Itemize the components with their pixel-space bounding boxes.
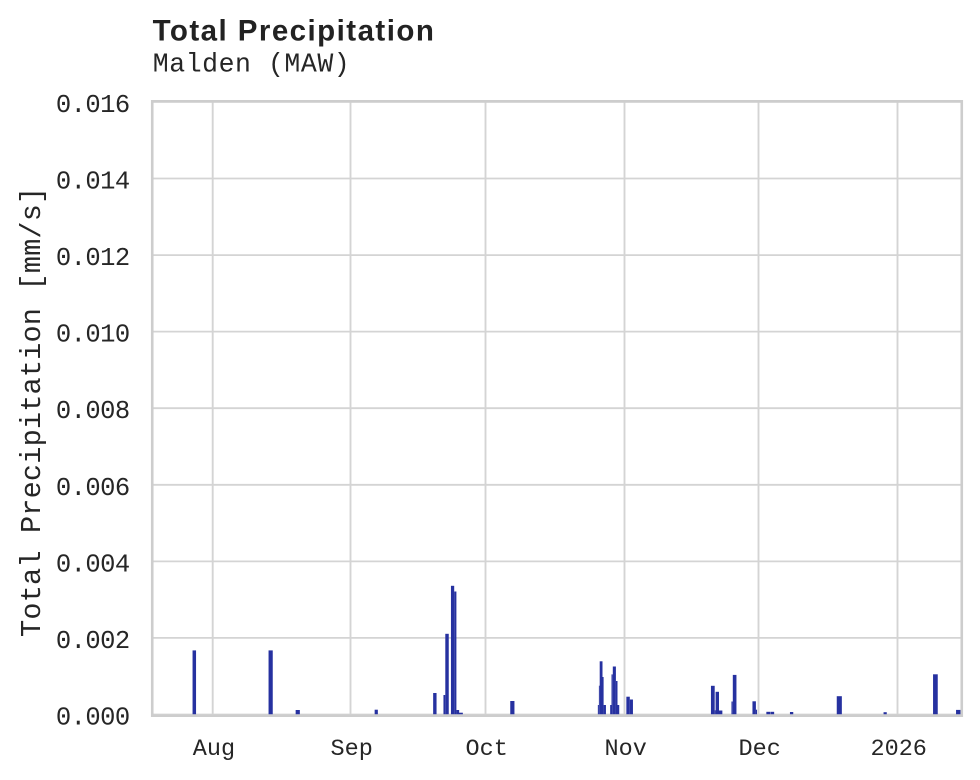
svg-text:Aug: Aug xyxy=(193,736,235,763)
svg-text:Malden (MAW): Malden (MAW) xyxy=(153,50,350,80)
svg-text:Sep: Sep xyxy=(331,736,373,763)
svg-text:0.014: 0.014 xyxy=(56,168,130,197)
svg-text:0.000: 0.000 xyxy=(56,704,130,733)
svg-text:0.006: 0.006 xyxy=(56,474,130,503)
svg-text:Total Precipitation: Total Precipitation xyxy=(153,15,436,48)
svg-text:0.010: 0.010 xyxy=(56,321,130,350)
svg-text:Dec: Dec xyxy=(739,736,781,763)
svg-text:0.008: 0.008 xyxy=(56,397,130,426)
svg-text:Nov: Nov xyxy=(605,736,647,763)
svg-text:Oct: Oct xyxy=(466,736,508,763)
svg-text:2026: 2026 xyxy=(870,736,926,763)
svg-text:0.016: 0.016 xyxy=(56,91,130,120)
svg-text:0.002: 0.002 xyxy=(56,627,130,656)
svg-text:0.012: 0.012 xyxy=(56,244,130,273)
svg-text:Total Precipitation [mm/s]: Total Precipitation [mm/s] xyxy=(16,187,49,637)
svg-text:0.004: 0.004 xyxy=(56,550,130,579)
